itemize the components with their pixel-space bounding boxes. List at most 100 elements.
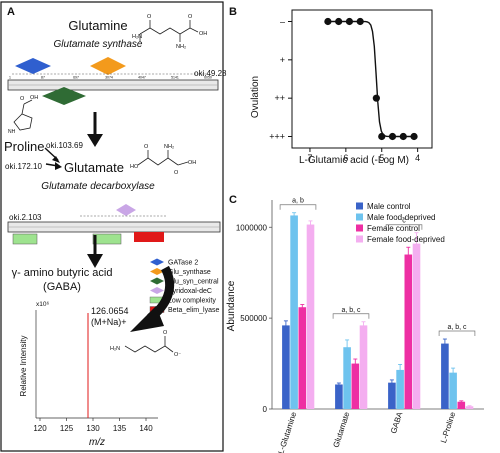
- domain-glu-syn-central-marker: [42, 87, 86, 105]
- bar: [335, 384, 343, 409]
- y-tick-label: +: [280, 55, 285, 65]
- proline-structure: [13, 99, 33, 131]
- y-tick-label: 500000: [240, 314, 267, 323]
- ms-adduct: (M+Na)+: [91, 317, 127, 327]
- data-point: [410, 132, 418, 141]
- bar: [282, 325, 290, 409]
- ms-tick-label: 125: [60, 424, 74, 433]
- track1-tick-label: 6050: [204, 76, 212, 80]
- enzyme-label-glutamate-decarboxylase: Glutamate decarboxylase: [41, 181, 155, 192]
- track1-ticks: 1 87 697 3074 4047 5141 6050: [9, 76, 212, 80]
- panel-c: C Abundance 0 500000 1000000 a, b L-Glutamin…: [226, 194, 484, 453]
- x-tick-label: 4: [415, 153, 420, 163]
- beta-elim-lyase-region: [134, 232, 164, 242]
- bar: [343, 347, 351, 409]
- domain-legend: GATase 2 Glu_synthase Glu_syn_central Pyrid…: [149, 258, 219, 314]
- ms-spectrum: x10⁶ 126.0654 (M+Na)+ Relative Intensity…: [19, 301, 181, 448]
- domain-glu-synthase-marker: [90, 57, 126, 75]
- track1-tick-label: 5141: [171, 76, 179, 80]
- structure-atom: O: [147, 14, 152, 20]
- gaba-name: γ- amino butyric acid: [12, 267, 113, 279]
- legend-swatch: [150, 268, 164, 275]
- track1-tick-label: 3074: [105, 76, 113, 80]
- bar: [404, 254, 413, 409]
- glutamate-structure: [137, 150, 189, 166]
- bar: [412, 243, 421, 409]
- y-tick-label: ++: [274, 93, 285, 103]
- data-point: [356, 17, 364, 26]
- gaba-structure: [124, 336, 174, 353]
- legend-label: Low complexity: [168, 298, 216, 305]
- legend-label: Male control: [367, 202, 411, 211]
- proline-gene-id: oki.103.69: [46, 141, 83, 150]
- bar: [396, 369, 404, 409]
- chart-b-ylabel: Ovulation: [250, 76, 261, 118]
- bar: [441, 343, 449, 409]
- chart-b-xlabel: L-Glutamic acid (-Log M): [299, 155, 409, 166]
- structure-atom: H₂N: [132, 34, 142, 40]
- ms-xlabel: m/z: [89, 437, 105, 448]
- track1-tick-label: 697: [73, 76, 79, 80]
- data-point: [324, 17, 332, 26]
- y-tick-label: +++: [269, 132, 285, 142]
- y-tick-label: 1000000: [236, 223, 268, 232]
- legend-swatch: [356, 202, 363, 210]
- chart-c-ylabel: Abundance: [226, 280, 237, 331]
- panel-a-letter: A: [7, 6, 15, 18]
- structure-atom: OH: [30, 95, 38, 101]
- ms-tick-label: 120: [33, 424, 47, 433]
- glutamate-gene-id: oki.172.10: [5, 162, 42, 171]
- track2-id: oki.2.103: [9, 213, 42, 222]
- structure-atom: O: [163, 330, 168, 336]
- legend-label: Glu_syn_central: [168, 279, 219, 286]
- data-point: [372, 94, 380, 102]
- significance-label: a, b, c: [341, 307, 361, 314]
- legend-label: Male food-deprived: [367, 213, 435, 222]
- structure-atom: NH: [8, 129, 16, 135]
- legend-swatch: [356, 213, 363, 221]
- significance-label: a, b, c: [447, 324, 467, 331]
- category-label: Glutamate: [331, 410, 351, 448]
- structure-atom: O: [20, 96, 25, 102]
- significance-bracket: [438, 330, 476, 337]
- structure-atom: O: [144, 144, 149, 150]
- panel-a: A Glutamine H₂N O NH₂ O OH Glutamate syn…: [0, 1, 227, 452]
- bar: [465, 406, 474, 409]
- significance-bracket: [332, 313, 370, 319]
- ms-tick-label: 135: [113, 424, 127, 433]
- ms-peak-mz: 126.0654: [91, 306, 129, 316]
- glutamine-label: Glutamine: [68, 18, 127, 33]
- dose-response-curve: [328, 20, 413, 138]
- category-label: L-Proline: [439, 410, 458, 444]
- ms-xticks: 120 125 130 135 140: [33, 418, 153, 433]
- bar: [449, 372, 457, 409]
- ms-tick-label: 140: [139, 424, 153, 433]
- data-point: [345, 17, 354, 26]
- bar: [351, 363, 360, 409]
- legend-label: Pyridoxal-deC: [168, 288, 212, 295]
- ms-ylabel: Relative Intensity: [19, 336, 28, 397]
- legend-swatch: [356, 235, 363, 243]
- bar: [298, 307, 307, 409]
- structure-atom: OH: [188, 160, 196, 166]
- bar: [290, 215, 298, 409]
- structure-atom: O: [188, 14, 193, 20]
- structure-atom: NH₂: [164, 144, 174, 150]
- ms-tick-label: 130: [86, 424, 100, 433]
- structure-atom: HO: [130, 164, 139, 170]
- legend-swatch: [150, 277, 164, 285]
- abundance-chart: 0 500000 1000000 a, b L-Glutamine a, b, c Glut…: [236, 198, 484, 453]
- legend-swatch: [356, 224, 363, 232]
- panel-c-letter: C: [229, 194, 237, 206]
- track1-id: oki.49.28: [194, 69, 227, 78]
- low-complexity-region: [92, 233, 122, 245]
- data-point: [335, 17, 343, 26]
- low-complexity-region: [12, 233, 38, 245]
- significance-label: a, b: [292, 198, 304, 205]
- bar: [359, 325, 368, 409]
- enzyme-label-glutamate-synthase: Glutamate synthase: [54, 39, 143, 50]
- domain-gatase2-marker: [15, 58, 51, 74]
- category-label: GABA: [389, 410, 405, 435]
- glutamine-structure: [139, 20, 199, 42]
- significance-label: c: [402, 218, 406, 225]
